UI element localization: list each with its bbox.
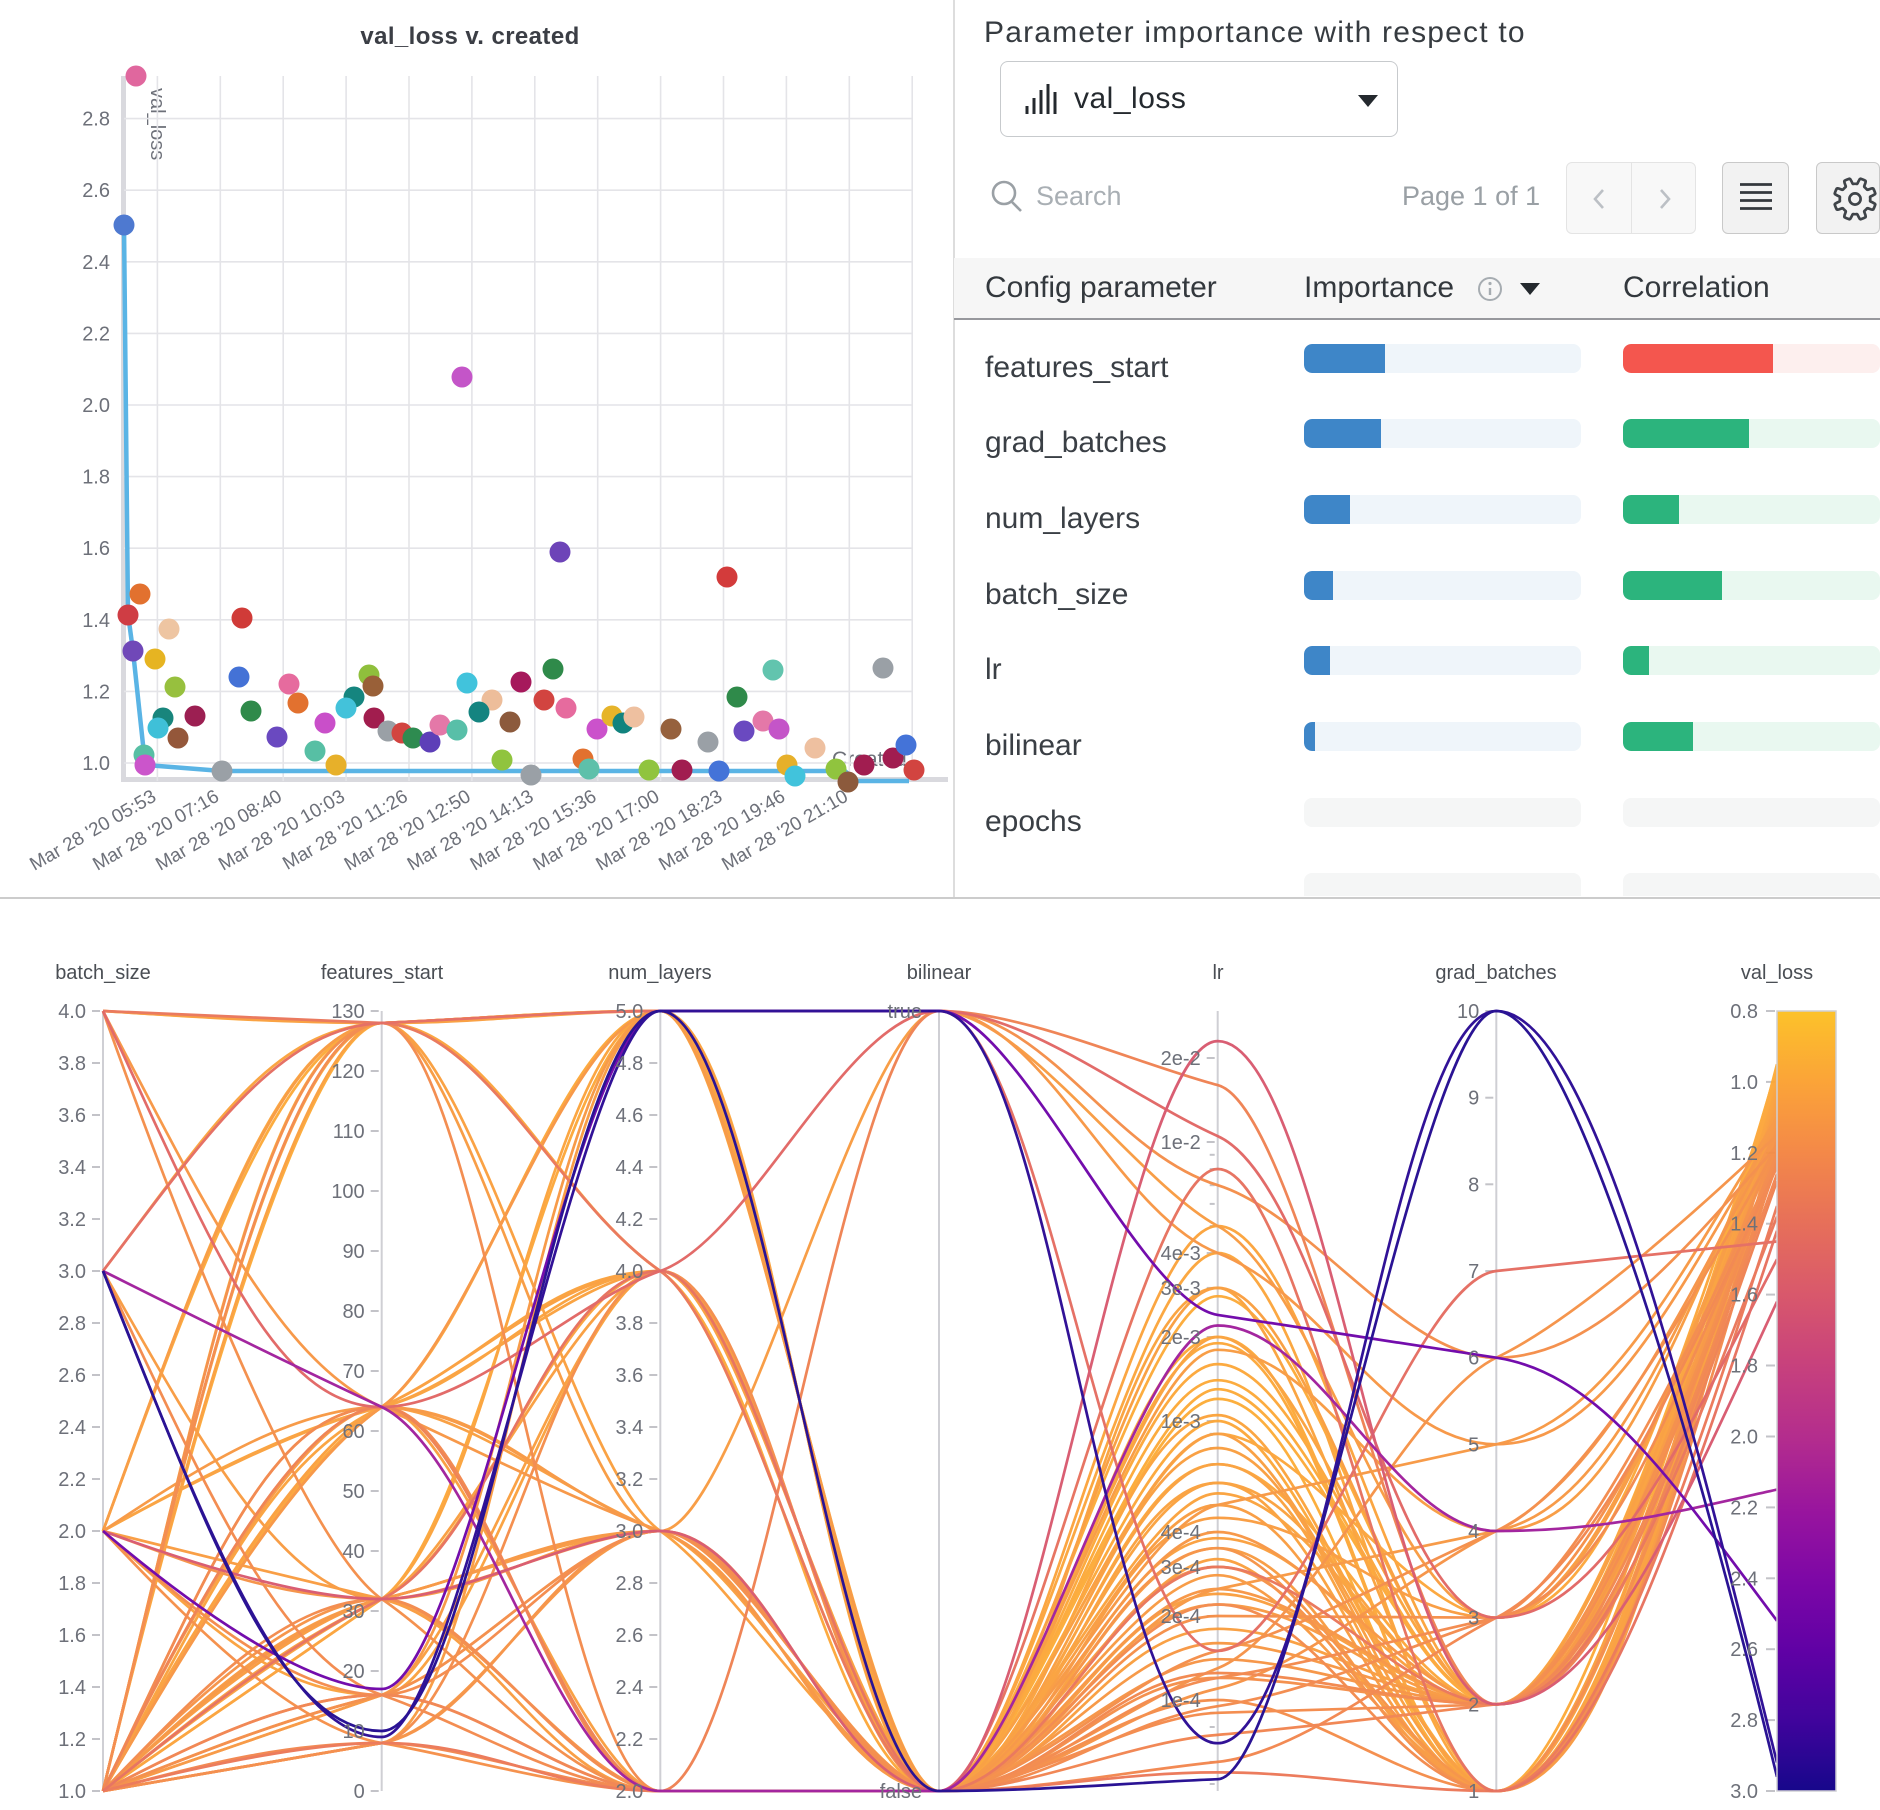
svg-text:3: 3 [1468, 1608, 1479, 1630]
svg-text:130: 130 [331, 1001, 364, 1023]
svg-text:4e-4: 4e-4 [1161, 1522, 1201, 1544]
svg-text:1.6: 1.6 [82, 538, 110, 560]
svg-text:2.4: 2.4 [1730, 1568, 1758, 1590]
svg-text:5: 5 [1468, 1434, 1479, 1456]
svg-text:2.6: 2.6 [58, 1365, 86, 1387]
svg-text:2: 2 [1468, 1694, 1479, 1716]
svg-text:batch_size: batch_size [55, 962, 151, 984]
svg-text:6: 6 [1468, 1348, 1479, 1370]
svg-text:1.4: 1.4 [82, 610, 110, 632]
svg-text:4.0: 4.0 [58, 1001, 86, 1023]
svg-text:30: 30 [342, 1601, 364, 1623]
svg-text:2e-2: 2e-2 [1161, 1048, 1201, 1070]
svg-text:1: 1 [1468, 1781, 1479, 1803]
svg-text:2e-3: 2e-3 [1161, 1327, 1201, 1349]
svg-text:1e-4: 1e-4 [1161, 1690, 1201, 1712]
svg-text:3.0: 3.0 [58, 1261, 86, 1283]
svg-text:1.0: 1.0 [82, 753, 110, 775]
svg-text:4.8: 4.8 [615, 1053, 643, 1075]
svg-text:grad_batches: grad_batches [1435, 962, 1556, 984]
svg-text:3.2: 3.2 [615, 1469, 643, 1491]
svg-text:4: 4 [1468, 1521, 1479, 1543]
svg-text:2.4: 2.4 [615, 1677, 643, 1699]
svg-text:val_loss v. created: val_loss v. created [360, 23, 579, 50]
svg-text:40: 40 [342, 1541, 364, 1563]
svg-text:2.8: 2.8 [615, 1573, 643, 1595]
svg-text:100: 100 [331, 1181, 364, 1203]
svg-text:80: 80 [342, 1301, 364, 1323]
svg-text:1.4: 1.4 [58, 1677, 86, 1699]
svg-text:4.0: 4.0 [615, 1261, 643, 1283]
svg-text:2.8: 2.8 [82, 109, 110, 131]
svg-text:3.6: 3.6 [615, 1365, 643, 1387]
svg-text:50: 50 [342, 1481, 364, 1503]
svg-text:4e-3: 4e-3 [1161, 1243, 1201, 1265]
svg-text:1.8: 1.8 [58, 1573, 86, 1595]
svg-text:5.0: 5.0 [615, 1001, 643, 1023]
svg-text:1.0: 1.0 [1730, 1072, 1758, 1094]
svg-text:2.0: 2.0 [58, 1521, 86, 1543]
svg-text:2.8: 2.8 [58, 1313, 86, 1335]
svg-text:true: true [888, 1001, 922, 1023]
svg-text:0: 0 [354, 1781, 365, 1803]
svg-text:1.6: 1.6 [1730, 1285, 1758, 1307]
svg-text:10: 10 [342, 1721, 364, 1743]
svg-text:20: 20 [342, 1661, 364, 1683]
svg-text:2.2: 2.2 [615, 1729, 643, 1751]
svg-text:3.6: 3.6 [58, 1105, 86, 1127]
svg-text:3.4: 3.4 [58, 1157, 86, 1179]
svg-text:2.6: 2.6 [82, 180, 110, 202]
svg-text:2.2: 2.2 [82, 323, 110, 345]
svg-text:1.8: 1.8 [82, 467, 110, 489]
svg-text:1.2: 1.2 [58, 1729, 86, 1751]
svg-text:1.4: 1.4 [1730, 1214, 1758, 1236]
svg-text:7: 7 [1468, 1261, 1479, 1283]
svg-text:1e-3: 1e-3 [1161, 1411, 1201, 1433]
svg-text:3.8: 3.8 [615, 1313, 643, 1335]
svg-text:val_loss: val_loss [1741, 962, 1813, 984]
svg-text:num_layers: num_layers [608, 962, 711, 984]
svg-text:8: 8 [1468, 1174, 1479, 1196]
svg-text:4.4: 4.4 [615, 1157, 643, 1179]
svg-text:3e-4: 3e-4 [1161, 1557, 1201, 1579]
svg-text:2.2: 2.2 [58, 1469, 86, 1491]
svg-text:2.6: 2.6 [1730, 1639, 1758, 1661]
svg-text:3e-3: 3e-3 [1161, 1278, 1201, 1300]
svg-text:3.2: 3.2 [58, 1209, 86, 1231]
svg-text:1.2: 1.2 [82, 681, 110, 703]
svg-text:4.6: 4.6 [615, 1105, 643, 1127]
svg-text:2.2: 2.2 [1730, 1497, 1758, 1519]
svg-text:10: 10 [1457, 1001, 1479, 1023]
svg-text:2.0: 2.0 [615, 1781, 643, 1803]
svg-text:3.0: 3.0 [615, 1521, 643, 1543]
svg-text:2.0: 2.0 [82, 395, 110, 417]
svg-text:2.0: 2.0 [1730, 1427, 1758, 1449]
svg-text:features_start: features_start [321, 962, 444, 984]
svg-text:70: 70 [342, 1361, 364, 1383]
svg-text:bilinear: bilinear [907, 962, 972, 984]
svg-text:lr: lr [1212, 962, 1223, 984]
svg-text:2.8: 2.8 [1730, 1710, 1758, 1732]
svg-text:3.4: 3.4 [615, 1417, 643, 1439]
svg-text:0.8: 0.8 [1730, 1001, 1758, 1023]
svg-text:1.8: 1.8 [1730, 1356, 1758, 1378]
svg-text:3.8: 3.8 [58, 1053, 86, 1075]
svg-text:9: 9 [1468, 1088, 1479, 1110]
svg-text:1.6: 1.6 [58, 1625, 86, 1647]
svg-text:1.2: 1.2 [1730, 1143, 1758, 1165]
svg-text:2e-4: 2e-4 [1161, 1606, 1201, 1628]
svg-text:2.4: 2.4 [82, 252, 110, 274]
svg-text:2.4: 2.4 [58, 1417, 86, 1439]
svg-text:60: 60 [342, 1421, 364, 1443]
svg-text:120: 120 [331, 1061, 364, 1083]
svg-text:4.2: 4.2 [615, 1209, 643, 1231]
svg-text:3.0: 3.0 [1730, 1781, 1758, 1803]
svg-text:110: 110 [333, 1121, 365, 1143]
svg-text:90: 90 [342, 1241, 364, 1263]
svg-text:false: false [880, 1781, 922, 1803]
svg-text:2.6: 2.6 [615, 1625, 643, 1647]
svg-text:1e-2: 1e-2 [1161, 1132, 1201, 1154]
svg-text:1.0: 1.0 [58, 1781, 86, 1803]
